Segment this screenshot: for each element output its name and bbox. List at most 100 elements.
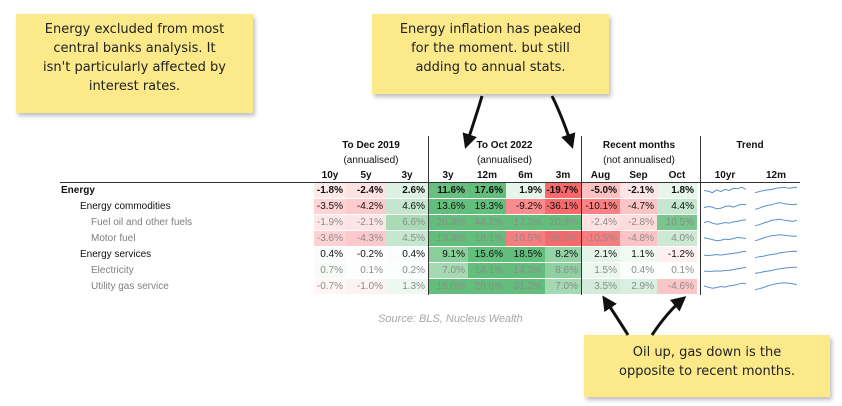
value-cell: -1.8%: [314, 183, 346, 198]
value-cell: 0.1%: [657, 263, 697, 278]
value-cell: 8.2%: [545, 247, 581, 262]
source-caption: Source: BLS, Nucleus Wealth: [378, 313, 523, 325]
value-cell: -10.5%: [581, 231, 620, 246]
group-separator: [428, 136, 429, 295]
value-cell: 1.1%: [620, 247, 657, 262]
value-cell: 13.3%: [428, 231, 468, 246]
note-line: interest rates.: [88, 79, 181, 94]
sticky-note-oil-gas: Oil up, gas down is the opposite to rece…: [584, 335, 830, 397]
sparkline-path: [754, 250, 798, 259]
sticky-note-energy-peaked: Energy inflation has peaked for the mome…: [372, 14, 609, 94]
sparkline-12m: [754, 266, 798, 274]
value-cell: -19.7%: [545, 183, 581, 198]
value-cell: -4.2%: [346, 199, 386, 214]
arrow-to-oct: [650, 296, 687, 336]
sparkline-path: [703, 186, 747, 194]
value-cell: -3.5%: [314, 199, 346, 214]
value-cell: 0.2%: [386, 263, 428, 278]
column-header: 6m: [518, 170, 533, 181]
value-cell: -2.1%: [346, 215, 386, 230]
column-header: 12m: [765, 170, 786, 181]
sparkline-10yr: [703, 236, 747, 242]
value-cell: 6.6%: [386, 215, 428, 230]
value-cell: 2.9%: [620, 279, 657, 294]
group-subtitle: (not annualised): [603, 155, 675, 166]
value-cell: 18.1%: [468, 231, 506, 246]
sparkline-10yr: [703, 282, 747, 289]
sparkline-12m: [754, 186, 798, 194]
note-line: for the moment. but still: [411, 41, 570, 56]
sparkline-path: [703, 266, 747, 272]
sparkline-path: [703, 250, 747, 257]
sparkline-path: [754, 202, 798, 210]
value-cell: -2.4%: [346, 183, 386, 198]
value-cell: 19.3%: [468, 199, 506, 214]
note-line: Energy inflation has peaked: [399, 22, 582, 37]
column-header: 3y: [442, 170, 454, 181]
value-cell: 2.6%: [386, 183, 428, 198]
value-cell: 44.2%: [468, 215, 506, 230]
row-label: Electricity: [91, 265, 134, 276]
value-cell: 1.5%: [581, 263, 620, 278]
note-line: Energy excluded from most: [44, 22, 225, 37]
value-cell: -2.1%: [620, 183, 657, 198]
sparkline-10yr: [703, 186, 747, 194]
value-cell: -1.0%: [346, 279, 386, 294]
note-line: central banks analysis. It: [53, 41, 216, 56]
sparkline-12m: [754, 234, 798, 242]
value-cell: 14.3%: [506, 263, 545, 278]
group-title: Trend: [736, 140, 764, 151]
value-cell: -0.2%: [346, 247, 386, 262]
sparkline-path: [703, 219, 747, 225]
note-line: opposite to recent months.: [619, 364, 795, 379]
column-header: 10y: [321, 170, 339, 181]
value-cell: -4.7%: [620, 199, 657, 214]
value-cell: 13.6%: [428, 199, 468, 214]
note-line: isn't particularly affected by: [43, 60, 226, 75]
value-cell: -10.5%: [506, 231, 545, 246]
value-cell: 3.5%: [581, 279, 620, 294]
sparkline-12m: [754, 250, 798, 259]
value-cell: 0.4%: [314, 247, 346, 262]
column-header: 12m: [476, 170, 497, 181]
value-cell: 0.1%: [346, 263, 386, 278]
value-cell: 15.6%: [468, 247, 506, 262]
group-subtitle: (annualised): [343, 155, 399, 166]
value-cell: 4.5%: [386, 231, 428, 246]
group-subtitle: (annualised): [476, 155, 533, 166]
value-cell: 14.1%: [468, 263, 506, 278]
sparkline-10yr: [703, 266, 747, 272]
value-cell: 20.9%: [545, 215, 581, 230]
value-cell: -38.3%: [545, 231, 581, 246]
value-cell: 17.3%: [506, 215, 545, 230]
sparkline-path: [703, 203, 747, 210]
row-label: Utility gas service: [91, 281, 169, 292]
value-cell: 1.9%: [506, 183, 545, 198]
column-header: 10yr: [714, 170, 736, 181]
value-cell: 4.4%: [657, 199, 697, 214]
value-cell: 20.3%: [428, 215, 468, 230]
row-label: Energy: [61, 185, 95, 196]
header-rule: [60, 182, 800, 183]
sparkline-path: [703, 282, 747, 289]
value-cell: 0.4%: [386, 247, 428, 262]
row-label: Fuel oil and other fuels: [91, 217, 193, 228]
value-cell: 1.3%: [386, 279, 428, 294]
value-cell: 1.8%: [657, 183, 697, 198]
value-cell: 17.6%: [468, 183, 506, 198]
value-cell: 11.6%: [428, 183, 468, 198]
value-cell: 8.6%: [545, 263, 581, 278]
sparkline-path: [754, 218, 798, 227]
column-header: 5y: [360, 170, 372, 181]
value-cell: -1.2%: [657, 247, 697, 262]
sparkline-path: [754, 234, 798, 242]
column-header: Oct: [668, 170, 686, 181]
sticky-note-energy-excluded: Energy excluded from most central banks …: [16, 14, 253, 113]
value-cell: -3.6%: [314, 231, 346, 246]
value-cell: 2.1%: [581, 247, 620, 262]
row-label: Energy commodities: [80, 201, 171, 212]
value-cell: 4.0%: [657, 231, 697, 246]
sparkline-path: [754, 266, 798, 274]
